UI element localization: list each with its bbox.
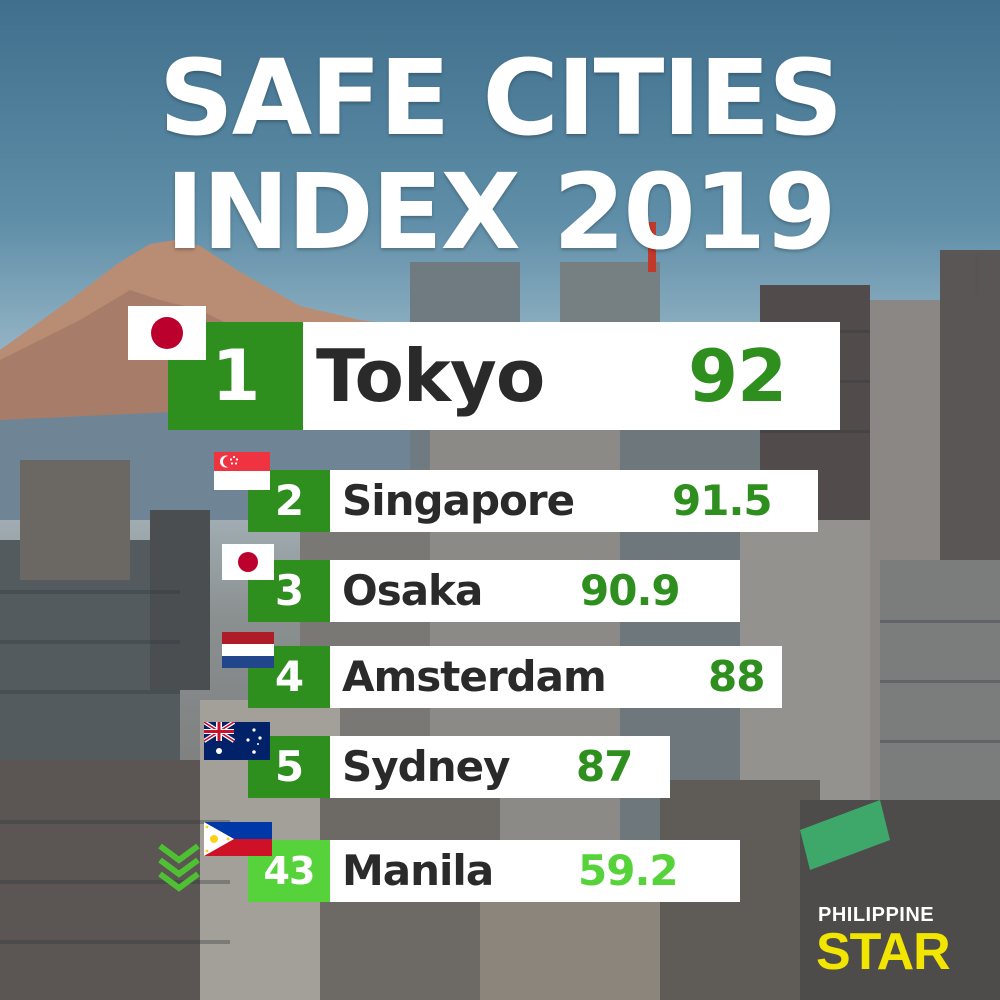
chevron-down-icon xyxy=(158,843,200,892)
ranking-row-6-card xyxy=(300,840,740,902)
ranking-row-6-score: 59.2 xyxy=(578,846,679,895)
australia-flag-icon xyxy=(204,722,270,760)
philippines-flag-icon xyxy=(204,822,272,856)
philippine-star-logo-line-2: STAR xyxy=(816,923,951,981)
headline-line-1: SAFE CITIES xyxy=(158,37,843,159)
ranking-row-3-card xyxy=(300,560,740,622)
japan-flag-icon xyxy=(128,306,206,360)
singapore-flag-icon xyxy=(214,452,270,490)
ranking-row-4-score: 88 xyxy=(708,652,765,701)
ranking-row-3-score: 90.9 xyxy=(580,566,681,615)
ranking-row-5-city: Sydney xyxy=(342,742,510,791)
japan-flag-icon xyxy=(222,544,274,580)
ranking-row-1-rank: 1 xyxy=(168,322,303,430)
ranking-row-1-score: 92 xyxy=(688,334,787,418)
ranking-row-3-city: Osaka xyxy=(342,566,483,615)
ranking-row-4-card xyxy=(300,646,782,708)
ranking-row-5-card xyxy=(300,736,670,798)
headline-line-2: INDEX 2019 xyxy=(165,151,837,273)
ranking-row-4-rank: 4 xyxy=(248,646,330,708)
ranking-row-2-score: 91.5 xyxy=(672,476,773,525)
ranking-row-6-city: Manila xyxy=(342,846,494,895)
ranking-row-2-city: Singapore xyxy=(342,476,575,525)
ranking-row-1-card xyxy=(210,322,840,430)
ranking-row-1-city: Tokyo xyxy=(316,334,545,418)
netherlands-flag-icon xyxy=(222,632,274,668)
ranking-row-2-card xyxy=(300,470,818,532)
ranking-row-5-score: 87 xyxy=(576,742,633,791)
philippine-star-logo-line-1: PHILIPPINE xyxy=(818,904,935,926)
ranking-row-4-city: Amsterdam xyxy=(342,652,607,701)
